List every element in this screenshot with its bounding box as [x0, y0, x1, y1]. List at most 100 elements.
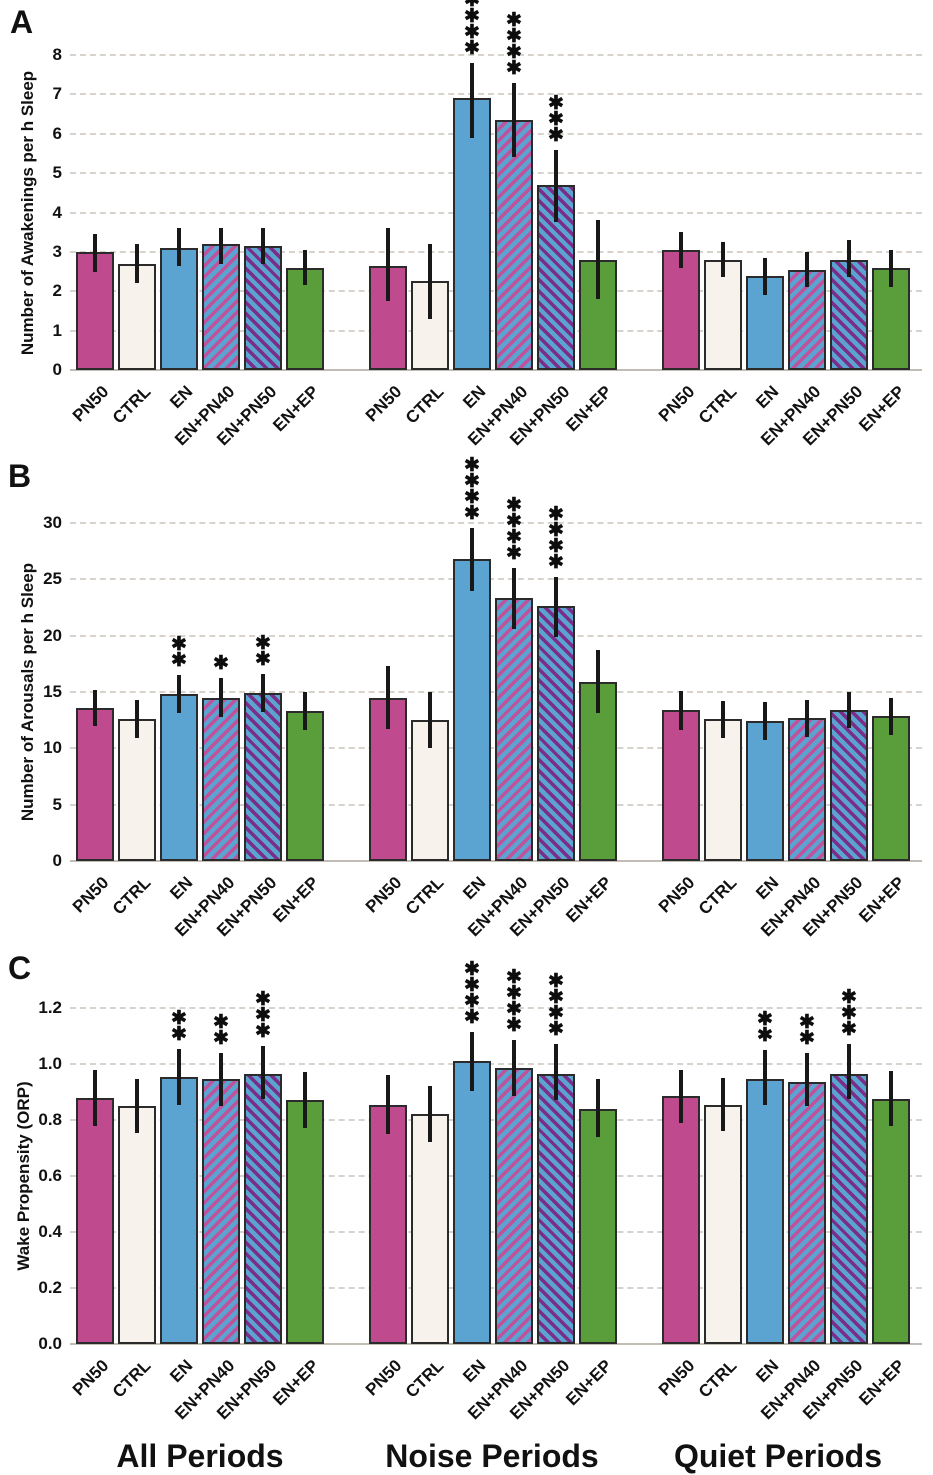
bar-en: [453, 1061, 491, 1344]
star-icon: ✱: [464, 21, 480, 43]
panel-letter-b: B: [8, 458, 32, 494]
error-bar: [428, 1086, 432, 1143]
x-tick-label: PN50: [361, 382, 406, 426]
significance-stars: ✱ ✱: [757, 1009, 773, 1046]
bar-en-ep: [286, 1100, 324, 1344]
error-bar: [303, 1072, 307, 1129]
star-icon: ✱: [213, 653, 229, 675]
bar-en-pn40: [202, 244, 240, 370]
bar-en-pn40: [788, 717, 826, 861]
group-title-all-periods: All Periods: [116, 1438, 284, 1474]
bar-pn50: [662, 710, 700, 861]
star-icon: ✱: [799, 1011, 815, 1033]
star-icon: ✱: [506, 543, 522, 565]
group-title-quiet-periods: Quiet Periods: [673, 1438, 883, 1474]
star-icon: ✱: [506, 511, 522, 533]
x-tick-label: EN+EP: [855, 873, 909, 927]
x-tick-label: CTRL: [694, 873, 741, 919]
x-tick-label: EN: [752, 1356, 783, 1387]
significance-stars: ✱ ✱ ✱: [841, 988, 857, 1039]
star-icon: ✱: [213, 1011, 229, 1033]
star-icon: ✱: [548, 987, 564, 1009]
error-bar: [386, 666, 390, 730]
bar-en-pn50: [537, 1073, 575, 1344]
x-tick-label: PN50: [68, 382, 113, 426]
star-icon: ✱: [841, 1003, 857, 1025]
bar-en-ep: [872, 267, 910, 370]
star-icon: ✱: [464, 502, 480, 524]
error-bar: [889, 249, 893, 288]
x-tick-label: CTRL: [108, 382, 155, 428]
x-tick-label: PN50: [654, 873, 699, 917]
error-bar: [261, 1045, 265, 1099]
x-tick-label: EN+EP: [269, 382, 323, 436]
error-bar: [386, 228, 390, 302]
bar-en-pn50: [830, 1073, 868, 1344]
star-icon: ✱: [255, 988, 271, 1010]
star-icon: ✱: [506, 967, 522, 989]
star-icon: ✱: [255, 632, 271, 654]
significance-stars: ✱ ✱ ✱ ✱: [506, 9, 522, 78]
star-icon: ✱: [464, 974, 480, 996]
star-icon: ✱: [506, 495, 522, 517]
x-axis-line: [70, 860, 922, 862]
star-icon: ✱: [506, 527, 522, 549]
group-title-noise-periods: Noise Periods: [385, 1438, 599, 1474]
y-tick-label: 3: [52, 241, 62, 261]
star-icon: ✱: [757, 1009, 773, 1030]
bar-pn50: [662, 249, 700, 370]
x-tick-label: PN50: [654, 382, 699, 426]
star-icon: ✱: [506, 9, 522, 31]
x-tick-label: EN+EP: [855, 1356, 909, 1410]
error-bar: [303, 692, 307, 731]
bar-pn50: [76, 707, 114, 861]
bar-en-pn50: [830, 259, 868, 370]
significance-stars: ✱ ✱ ✱ ✱: [548, 504, 564, 572]
star-icon: ✱: [548, 504, 564, 526]
star-icon: ✱: [171, 650, 187, 672]
panel-letter-c: C: [8, 950, 32, 986]
star-icon: ✱: [464, 958, 480, 980]
error-bar: [679, 232, 683, 268]
bar-en: [160, 694, 198, 861]
y-tick-label: 6: [52, 123, 62, 143]
x-tick-label: EN: [166, 873, 197, 904]
bar-en-pn50: [244, 245, 282, 370]
x-tick-label: EN+EP: [269, 1356, 323, 1410]
x-tick-label: CTRL: [401, 382, 448, 428]
error-bar: [596, 650, 600, 714]
error-bar: [889, 1071, 893, 1126]
y-tick-label: 1.0: [38, 1054, 62, 1073]
star-icon: ✱: [213, 1027, 229, 1049]
star-icon: ✱: [171, 1007, 187, 1029]
error-bar: [763, 1050, 767, 1105]
bar-ctrl: [704, 1104, 742, 1344]
star-icon: ✱: [506, 1015, 522, 1037]
x-axis-line: [70, 369, 922, 371]
y-tick-label: 15: [43, 682, 62, 701]
error-bar: [428, 692, 432, 749]
gridline: [70, 93, 922, 96]
star-icon: ✱: [255, 1004, 271, 1026]
y-tick-label: 5: [52, 794, 62, 814]
bar-en-pn40: [202, 697, 240, 861]
y-tick-label: 0: [52, 851, 62, 870]
bar-en: [160, 247, 198, 370]
star-icon: ✱: [757, 1025, 773, 1046]
bar-en-ep: [579, 1108, 617, 1344]
y-tick-label: 20: [43, 625, 62, 645]
error-bar: [596, 1079, 600, 1137]
significance-stars: ✱ ✱: [171, 1007, 187, 1045]
bar-pn50: [662, 1096, 700, 1344]
x-tick-label: CTRL: [108, 873, 155, 919]
significance-stars: ✱ ✱ ✱ ✱: [548, 972, 564, 1039]
star-icon: ✱: [506, 41, 522, 63]
star-icon: ✱: [171, 1023, 187, 1045]
star-icon: ✱: [548, 520, 564, 542]
star-icon: ✱: [548, 536, 564, 558]
error-bar: [219, 1052, 223, 1106]
star-icon: ✱: [255, 648, 271, 670]
error-bar: [93, 1069, 97, 1126]
star-icon: ✱: [464, 5, 480, 27]
